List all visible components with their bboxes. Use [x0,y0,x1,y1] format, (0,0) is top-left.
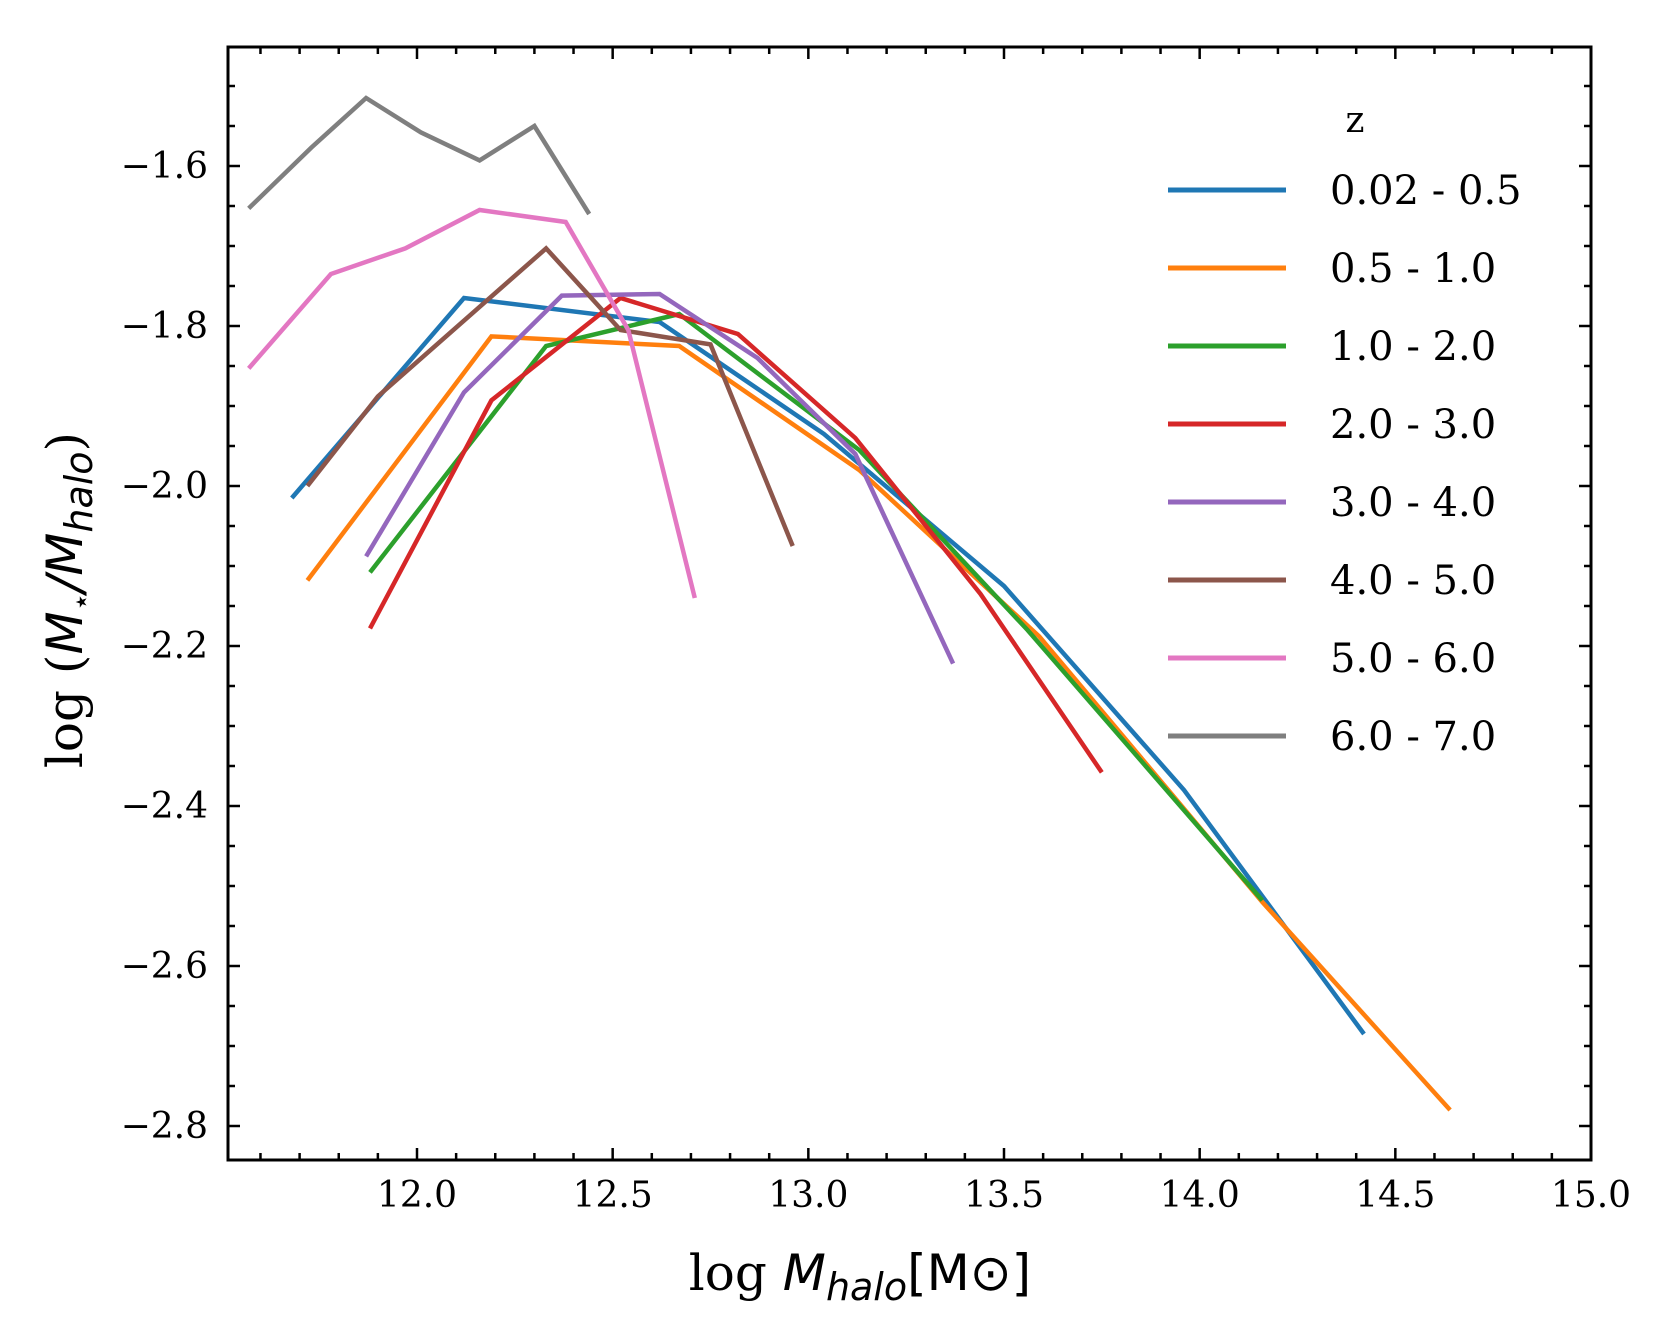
y-tick-label: −2.4 [121,786,208,827]
x-tick-label: 14.5 [1355,1175,1435,1216]
series-line-4 [368,295,1104,774]
x-tick-label: 13.0 [768,1175,848,1216]
series-line-5 [364,291,956,665]
series-line-8 [247,95,592,216]
legend-label: 0.02 - 0.5 [1330,168,1522,214]
x-tick-label: 12.5 [573,1175,653,1216]
legend-label: 2.0 - 3.0 [1330,402,1496,448]
x-tick-label: 12.0 [377,1175,457,1216]
y-tick-label: −1.6 [121,146,208,187]
series-line-7 [247,207,697,599]
plot-area [228,47,1591,1160]
tick-labels: 12.0 12.5 13.0 13.5 14.0 14.5 15.0 −1.6 −1.8 −2.0… [121,146,1632,1216]
series-line-2 [305,334,1452,1112]
legend-label: 6.0 - 7.0 [1330,714,1496,760]
series-line-1 [290,295,1366,1036]
y-tick-label: −2.2 [121,626,208,667]
legend-label: 4.0 - 5.0 [1330,558,1496,604]
series-line-3 [368,311,1264,902]
y-tick-label: −1.8 [121,306,208,347]
plot-frame [226,45,1593,1162]
y-axis-label: log (M⋆/Mhalo) [36,432,101,768]
legend-label: 0.5 - 1.0 [1330,246,1496,292]
x-axis-label: log Mhalo[M⊙] [689,1244,1031,1309]
series-lines [247,95,1452,1112]
y-tick-label: −2.0 [121,466,208,507]
y-tick-label: −2.6 [121,946,208,987]
legend-title: z [1346,100,1365,141]
x-tick-label: 13.5 [964,1175,1044,1216]
x-tick-label: 15.0 [1551,1175,1631,1216]
y-tick-label: −2.8 [121,1106,208,1147]
legend-label: 1.0 - 2.0 [1330,324,1496,370]
x-tick-label: 14.0 [1160,1175,1240,1216]
legend-label: 3.0 - 4.0 [1330,480,1496,526]
legend: z 0.02 - 0.5 0.5 - 1.0 1.0 - 2.0 2.0 - 3.0 3.… [1168,100,1522,760]
series-line-6 [305,245,795,547]
legend-label: 5.0 - 6.0 [1330,636,1496,682]
